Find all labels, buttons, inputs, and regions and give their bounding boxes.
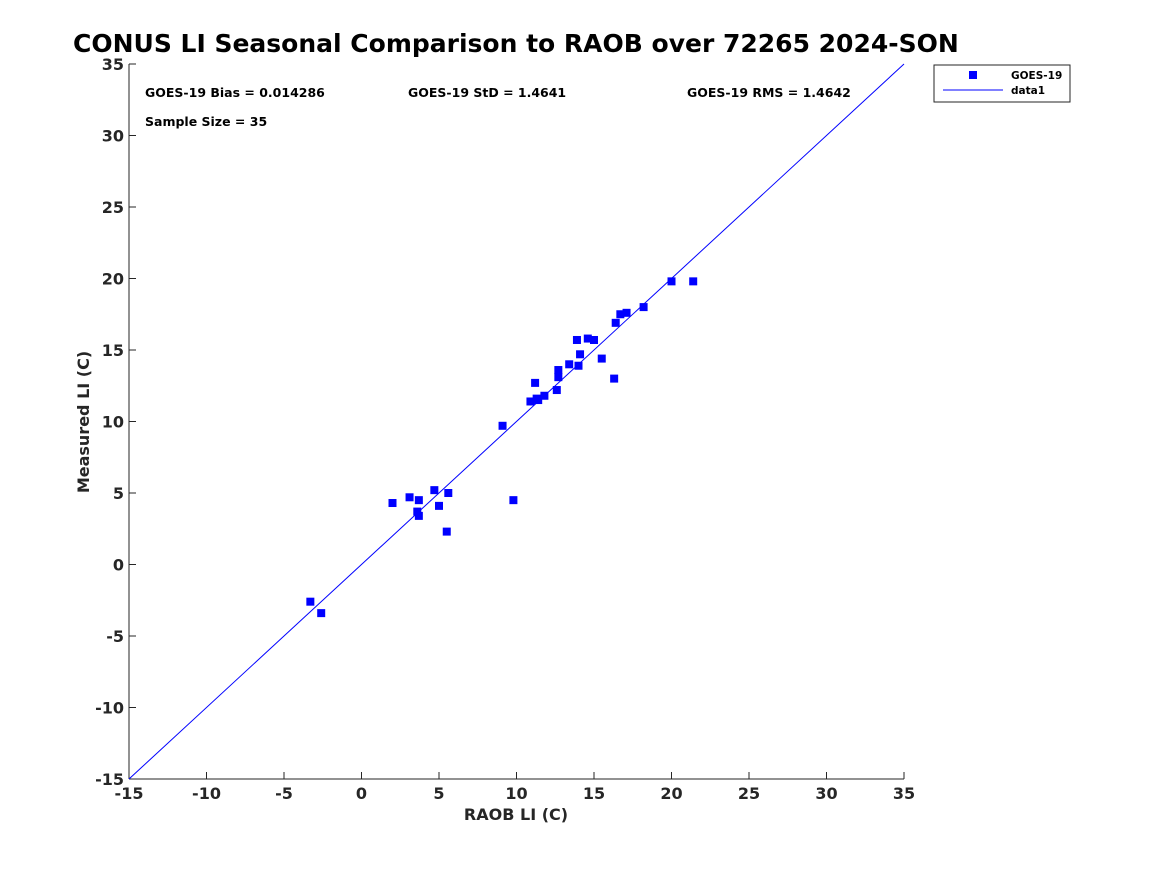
data-point bbox=[639, 303, 648, 312]
legend-marker-goes19 bbox=[969, 71, 977, 79]
y-tick-label: -5 bbox=[106, 627, 124, 646]
bias-annotation: GOES-19 Bias = 0.014286 bbox=[145, 85, 325, 100]
y-axis-label: Measured LI (C) bbox=[74, 351, 93, 493]
x-tick-label: 35 bbox=[893, 784, 915, 803]
x-tick-label: 25 bbox=[738, 784, 760, 803]
x-tick-label: 5 bbox=[433, 784, 444, 803]
sample-size-annotation: Sample Size = 35 bbox=[145, 114, 267, 129]
data-point bbox=[597, 354, 606, 363]
x-axis-label: RAOB LI (C) bbox=[464, 805, 568, 824]
y-tick-label: 30 bbox=[102, 127, 124, 146]
data-point bbox=[405, 493, 414, 502]
x-tick-label: 15 bbox=[583, 784, 605, 803]
y-tick-label: 20 bbox=[102, 270, 124, 289]
data-point bbox=[442, 527, 451, 536]
y-tick-label: 35 bbox=[102, 55, 124, 74]
data-point bbox=[667, 277, 676, 286]
data-point bbox=[552, 386, 561, 395]
x-tick-label: -10 bbox=[192, 784, 221, 803]
data-point bbox=[576, 350, 585, 359]
data-point bbox=[509, 496, 518, 505]
plot-area: -15 -10 -5 0 5 10 15 20 25 30 35 -15 -10 -5 0 5 10 15 20 2… bbox=[95, 55, 915, 803]
y-tick-label: 5 bbox=[113, 484, 124, 503]
data-point bbox=[498, 421, 507, 430]
data-point bbox=[388, 499, 397, 508]
scatter-points bbox=[306, 277, 698, 618]
data-point bbox=[306, 597, 315, 606]
x-tick-label: 10 bbox=[505, 784, 527, 803]
chart-title: CONUS LI Seasonal Comparison to RAOB ove… bbox=[73, 29, 959, 58]
y-tick-label: 10 bbox=[102, 413, 124, 432]
data-point bbox=[565, 360, 574, 369]
data-point bbox=[554, 366, 563, 375]
y-tick-label: 15 bbox=[102, 341, 124, 360]
y-tick-label: 0 bbox=[113, 556, 124, 575]
data-point bbox=[531, 378, 540, 387]
data-point bbox=[554, 373, 563, 382]
legend-box bbox=[933, 64, 1071, 103]
data-point bbox=[317, 609, 326, 618]
legend-label-goes19: GOES-19 bbox=[1011, 70, 1062, 82]
y-ticks: -15 -10 -5 0 5 10 15 20 25 30 35 bbox=[95, 55, 136, 789]
y-tick-label: -15 bbox=[95, 770, 124, 789]
legend: GOES-19 data1 bbox=[933, 64, 1071, 103]
x-tick-label: -15 bbox=[115, 784, 144, 803]
data-point bbox=[540, 391, 549, 400]
data-point bbox=[435, 501, 443, 510]
data-point bbox=[572, 335, 581, 344]
data-point bbox=[610, 374, 619, 383]
std-annotation: GOES-19 StD = 1.4641 bbox=[408, 85, 566, 100]
data-point bbox=[444, 489, 453, 497]
legend-label-data1: data1 bbox=[1011, 85, 1045, 97]
data-point bbox=[590, 335, 598, 344]
data-point bbox=[689, 277, 698, 286]
reference-line-data1 bbox=[128, 63, 905, 780]
data-point bbox=[414, 496, 423, 505]
data-point bbox=[583, 334, 592, 343]
data-point bbox=[413, 507, 422, 516]
data-point bbox=[534, 396, 543, 405]
data-point bbox=[616, 310, 625, 319]
data-point bbox=[414, 511, 423, 520]
rms-annotation: GOES-19 RMS = 1.4642 bbox=[687, 85, 851, 100]
x-tick-label: 20 bbox=[660, 784, 682, 803]
data-point bbox=[622, 308, 631, 317]
x-tick-label: 30 bbox=[815, 784, 837, 803]
x-tick-label: -5 bbox=[275, 784, 293, 803]
data-point bbox=[611, 318, 620, 327]
data-point bbox=[430, 486, 439, 495]
x-tick-label: 0 bbox=[356, 784, 367, 803]
y-tick-label: -10 bbox=[95, 699, 124, 718]
x-ticks: -15 -10 -5 0 5 10 15 20 25 30 35 bbox=[115, 772, 915, 803]
data-point bbox=[574, 361, 583, 370]
reference-line-group bbox=[128, 63, 905, 780]
data-point bbox=[526, 397, 535, 406]
y-tick-label: 25 bbox=[102, 198, 124, 217]
